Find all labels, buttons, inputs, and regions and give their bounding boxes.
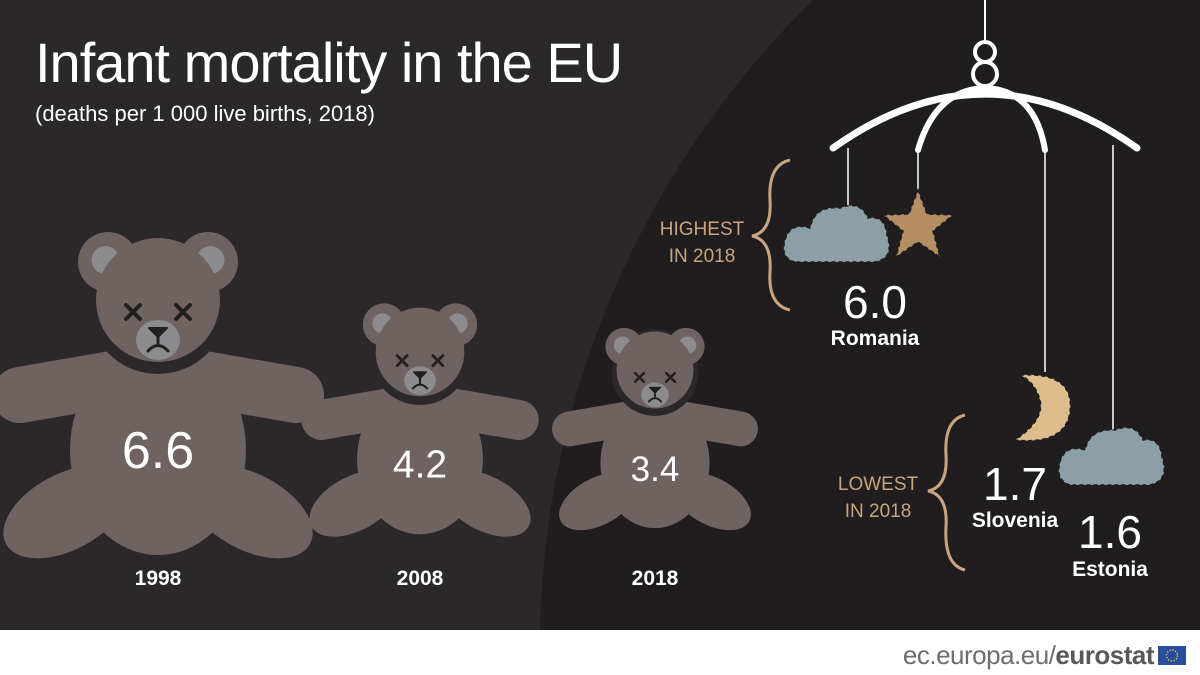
bear-body (600, 397, 710, 529)
year-label-1998: 1998 (135, 567, 182, 590)
bear-eye-x-icon (395, 354, 409, 368)
lowest-value-1: 1.7 (983, 458, 1047, 510)
footer-brand: eurostat (1055, 640, 1154, 670)
bear-chart: 6.6 1998 4.2 2008 3.4 2018 (0, 232, 758, 590)
bear-1998 (0, 232, 324, 559)
bear-2018 (552, 327, 758, 531)
mobile-arm-inner (915, 84, 1048, 153)
cloud-icon (783, 204, 890, 263)
bear-eye-x-icon (124, 303, 142, 321)
star-icon (880, 187, 956, 259)
cloud-icon (1058, 426, 1165, 486)
bear-value-label-2018: 3.4 (631, 450, 680, 489)
highest-brace (751, 158, 791, 312)
year-label-2018: 2018 (632, 567, 679, 590)
highest-label: HIGHEST (660, 219, 745, 240)
bear-nose (148, 327, 168, 338)
baby-mobile (829, 0, 1141, 432)
lowest-brace (927, 413, 966, 572)
highest-country: Romania (831, 327, 920, 350)
bear-body (357, 384, 483, 535)
eu-flag-icon (1158, 646, 1186, 665)
bear-2008 (301, 303, 539, 537)
lowest-country-2: Estonia (1072, 558, 1148, 581)
lowest-country-1: Slovenia (972, 509, 1059, 532)
bear-nose (648, 386, 662, 394)
footer-domain: ec.europa.eu/ (902, 640, 1056, 670)
bear-nose (412, 371, 428, 380)
bear-eye-x-icon (431, 354, 445, 368)
bear-head (96, 238, 220, 362)
moon-icon (1012, 374, 1072, 442)
bear-eye-x-icon (664, 371, 677, 384)
footer: ec.europa.eu/eurostat (0, 630, 1200, 675)
lowest-value-2: 1.6 (1078, 506, 1142, 558)
bear-value-label-1998: 6.6 (122, 422, 194, 480)
bear-frown (411, 376, 429, 390)
mobile-arm (829, 90, 1141, 152)
page-subtitle: (deaths per 1 000 live births, 2018) (35, 101, 375, 126)
lowest-label: LOWEST (838, 474, 919, 495)
year-label-2008: 2008 (397, 567, 444, 590)
bear-head (616, 331, 694, 409)
infographic-canvas: Infant mortality in the EU (deaths per 1… (0, 0, 1200, 630)
page-title: Infant mortality in the EU (35, 31, 622, 94)
highest-value: 6.0 (843, 276, 907, 328)
bear-frown (146, 334, 170, 353)
lowest-label-year: IN 2018 (845, 501, 912, 522)
highest-label-year: IN 2018 (669, 246, 736, 267)
footer-url[interactable]: ec.europa.eu/eurostat (902, 640, 1155, 671)
bear-body (70, 345, 246, 555)
bear-head (375, 307, 465, 397)
bear-frown (647, 391, 663, 403)
bear-value-label-2008: 4.2 (393, 443, 447, 486)
bear-eye-x-icon (174, 303, 192, 321)
bear-eye-x-icon (633, 371, 646, 384)
